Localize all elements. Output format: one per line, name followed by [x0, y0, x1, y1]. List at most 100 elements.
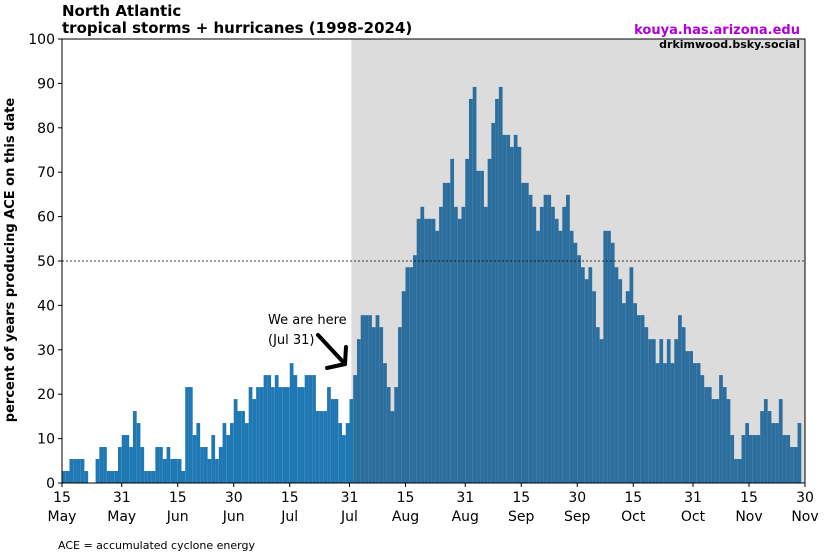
- bar: [480, 170, 484, 484]
- y-tick-label: 50: [37, 254, 55, 270]
- x-tick-day-label: 31: [341, 490, 359, 506]
- y-tick-label: 20: [37, 387, 55, 403]
- bar: [125, 435, 130, 483]
- bar: [166, 447, 171, 483]
- bar: [293, 375, 298, 483]
- x-tick-day-label: 15: [624, 490, 642, 506]
- bar: [763, 399, 768, 483]
- bar: [539, 206, 544, 483]
- bar: [734, 459, 738, 483]
- bar: [356, 339, 361, 483]
- bar: [689, 351, 693, 483]
- bar: [517, 146, 522, 483]
- bar: [110, 471, 115, 483]
- bar: [767, 411, 772, 483]
- bar: [760, 411, 764, 483]
- bar: [338, 423, 343, 483]
- bar: [498, 86, 503, 484]
- bar: [99, 447, 104, 483]
- bar: [256, 387, 260, 483]
- bar: [707, 387, 712, 483]
- x-tick-month-label: May: [107, 509, 136, 525]
- x-tick-month-label: Nov: [735, 509, 762, 525]
- bar: [577, 255, 581, 483]
- bar: [752, 435, 757, 483]
- bar: [375, 315, 380, 483]
- bar: [241, 411, 245, 483]
- bar: [622, 303, 626, 483]
- x-tick-month-label: Jul: [340, 509, 358, 525]
- x-tick-day-label: 15: [512, 490, 530, 506]
- bar: [457, 218, 462, 483]
- x-tick-month-label: Jun: [222, 509, 245, 525]
- x-tick-day-label: 15: [397, 490, 415, 506]
- bar: [140, 447, 145, 483]
- bar: [319, 411, 324, 483]
- annotation-line1: We are here: [268, 313, 347, 328]
- bar: [528, 194, 533, 483]
- bar: [472, 86, 477, 484]
- bar: [782, 435, 787, 483]
- bar: [674, 339, 679, 483]
- bar: [300, 387, 305, 483]
- bar: [435, 230, 440, 483]
- bar: [412, 255, 417, 483]
- bar: [562, 206, 567, 483]
- bar: [775, 423, 779, 483]
- bar: [286, 387, 290, 483]
- bar: [588, 267, 593, 483]
- y-tick-label: 60: [37, 210, 55, 226]
- bar: [554, 218, 559, 483]
- bar: [226, 435, 231, 483]
- bar: [203, 447, 208, 483]
- bar: [678, 315, 682, 483]
- x-tick-day-label: 15: [169, 490, 187, 506]
- bar: [629, 267, 634, 483]
- bar: [289, 363, 294, 483]
- bar: [211, 435, 216, 483]
- bar: [267, 375, 272, 483]
- bar: [737, 459, 742, 483]
- bar: [181, 471, 186, 483]
- x-tick-day-label: 31: [684, 490, 702, 506]
- bar: [442, 182, 447, 483]
- x-tick-month-label: Aug: [392, 509, 419, 525]
- bar: [69, 459, 74, 483]
- annotation-arrow: [316, 333, 348, 370]
- y-axis-label: percent of years producing ACE on this d…: [3, 98, 18, 423]
- bar: [409, 267, 413, 483]
- bar: [495, 98, 499, 483]
- bar: [786, 435, 791, 483]
- bar: [558, 230, 563, 483]
- bar: [315, 411, 320, 483]
- bar: [192, 435, 197, 483]
- bar: [483, 206, 488, 483]
- credit-handle: drkimwood.bsky.social: [659, 38, 800, 51]
- bar: [700, 375, 705, 483]
- bar: [547, 194, 552, 483]
- bar: [353, 375, 357, 483]
- bar: [103, 447, 107, 483]
- bar: [162, 459, 167, 483]
- x-tick-month-label: Sep: [564, 509, 591, 525]
- bar: [233, 399, 238, 483]
- x-tick-day-label: 15: [740, 490, 758, 506]
- bar: [640, 315, 645, 483]
- bar: [569, 230, 574, 483]
- x-tick-month-label: Oct: [621, 509, 646, 525]
- bar: [237, 411, 242, 483]
- bar: [633, 303, 637, 483]
- bar: [420, 206, 425, 483]
- bar: [248, 387, 253, 483]
- bar: [573, 242, 578, 483]
- x-tick-month-label: Aug: [452, 509, 479, 525]
- x-tick-day-label: 31: [113, 490, 131, 506]
- bar: [383, 363, 387, 483]
- bar: [390, 411, 395, 483]
- bar: [278, 387, 283, 483]
- bar: [200, 447, 204, 483]
- bar: [62, 471, 66, 483]
- bar: [263, 375, 268, 483]
- bar: [491, 122, 496, 483]
- bar: [416, 218, 421, 483]
